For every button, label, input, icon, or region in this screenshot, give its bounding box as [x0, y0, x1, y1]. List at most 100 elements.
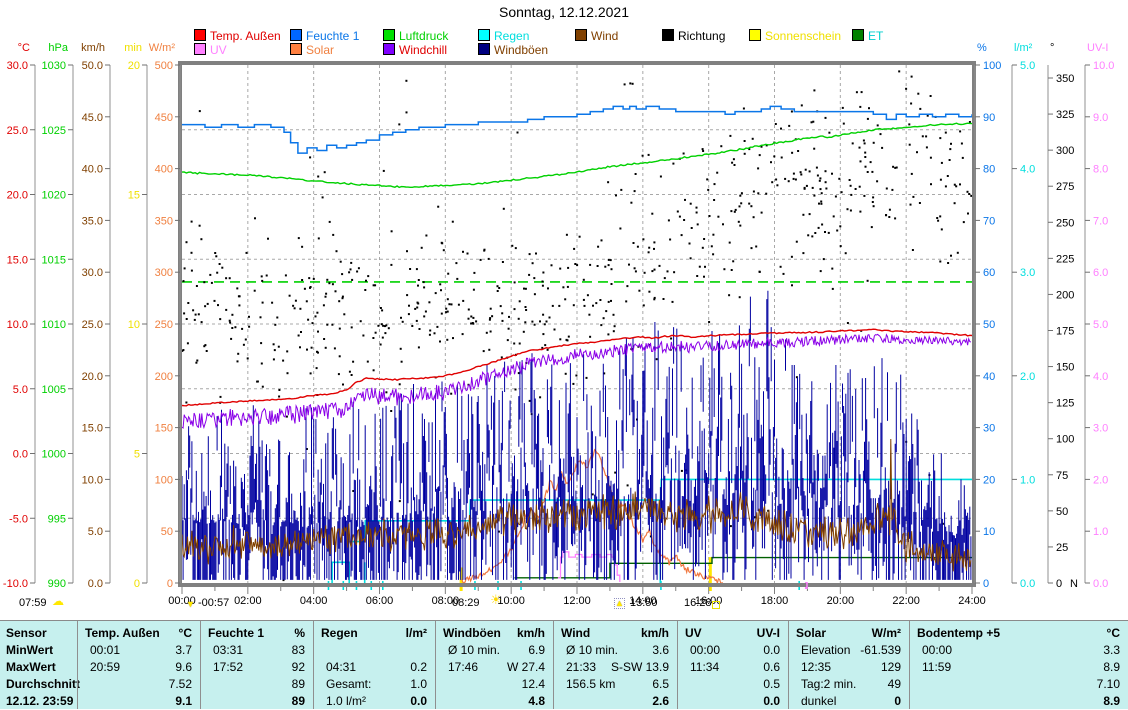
- moonrise-time: 13:50: [630, 597, 658, 609]
- svg-text:400: 400: [155, 164, 173, 176]
- table-col-windb-en: Windböenkm/hØ 10 min.6.917:46W 27.412.44…: [435, 621, 554, 709]
- svg-text:20: 20: [983, 474, 995, 486]
- svg-text:1025: 1025: [42, 125, 66, 137]
- svg-text:50.0: 50.0: [82, 60, 103, 72]
- svg-text:250: 250: [1056, 217, 1074, 229]
- table-col-uv: UVUV-I00:000.011:340.60.50.0: [677, 621, 789, 709]
- svg-text:-5.0: -5.0: [9, 513, 28, 525]
- col-header: Feuchte 1: [208, 626, 264, 640]
- col-unit: °C: [1107, 626, 1120, 640]
- cell-time: dunkel: [801, 694, 836, 708]
- cell-value: 8.9: [1103, 694, 1120, 708]
- svg-text:0: 0: [167, 578, 173, 590]
- svg-text:100: 100: [983, 60, 1001, 72]
- svg-text:30.0: 30.0: [7, 60, 28, 72]
- weather-chart-window: Sonntag, 12.12.2021 Temp. AußenFeuchte 1…: [0, 0, 1128, 710]
- svg-text:04:00: 04:00: [300, 595, 328, 607]
- col-unit: l/m²: [406, 626, 427, 640]
- svg-text:min: min: [124, 42, 142, 54]
- svg-text:1015: 1015: [42, 254, 66, 266]
- moonrise-yesterday-time: 07:59: [19, 597, 47, 609]
- cell-value: 49: [888, 677, 901, 691]
- svg-text:40.0: 40.0: [82, 164, 103, 176]
- col-header: Windböen: [443, 626, 501, 640]
- cell-value: 3.6: [652, 643, 669, 657]
- cell-value: 0.0: [763, 643, 780, 657]
- svg-text:18:00: 18:00: [761, 595, 789, 607]
- svg-text:10.0: 10.0: [1093, 60, 1114, 72]
- svg-text:200: 200: [1056, 289, 1074, 301]
- cell-value: 0.6: [763, 660, 780, 674]
- svg-text:995: 995: [48, 513, 66, 525]
- svg-text:25: 25: [1056, 542, 1068, 554]
- cell-value: 0.5: [763, 677, 780, 691]
- axis-left-min: 20151050min: [124, 42, 147, 590]
- svg-text:5.0: 5.0: [1020, 60, 1035, 72]
- svg-text:125: 125: [1056, 398, 1074, 410]
- axis-left-kmh: 50.045.040.035.030.025.020.015.010.05.00…: [81, 42, 110, 590]
- cell-time: 20:59: [90, 660, 120, 674]
- svg-text:30: 30: [983, 423, 995, 435]
- cell-time: 12:35: [801, 660, 831, 674]
- cell-time: Ø 10 min.: [566, 643, 618, 657]
- svg-text:300: 300: [1056, 145, 1074, 157]
- svg-text:22:00: 22:00: [892, 595, 920, 607]
- svg-text:300: 300: [155, 267, 173, 279]
- svg-text:4.0: 4.0: [1020, 164, 1035, 176]
- cell-value: 1.0: [410, 677, 427, 691]
- svg-text:45.0: 45.0: [82, 112, 103, 124]
- svg-text:km/h: km/h: [81, 42, 105, 54]
- cell-value: 9.6: [175, 660, 192, 674]
- axis-left-Wm: 500450400350300250200150100500W/m²: [149, 42, 180, 590]
- svg-text:°: °: [1050, 42, 1054, 54]
- svg-text:3.0: 3.0: [1020, 267, 1035, 279]
- table-col-regen: Regenl/m²04:310.2Gesamt:1.01.0 l/m²0.0: [313, 621, 436, 709]
- col-unit: km/h: [517, 626, 545, 640]
- cell-time: 00:00: [922, 643, 952, 657]
- svg-text:1.0: 1.0: [1020, 474, 1035, 486]
- col-header: UV: [685, 626, 702, 640]
- svg-text:1.0: 1.0: [1093, 526, 1108, 538]
- svg-text:hPa: hPa: [48, 42, 68, 54]
- row-label: Sensor: [6, 626, 47, 640]
- table-col-wind: Windkm/hØ 10 min.3.621:33S-SW 13.9156.5 …: [553, 621, 678, 709]
- cell-time: Tag:2 min.: [801, 677, 856, 691]
- row-label: 12.12. 23:59: [6, 694, 73, 708]
- col-unit: °C: [179, 626, 192, 640]
- svg-text:5.0: 5.0: [88, 526, 103, 538]
- svg-text:°C: °C: [18, 42, 30, 54]
- moonset-arrow-icon: ▼: [186, 599, 195, 609]
- svg-text:350: 350: [155, 215, 173, 227]
- cell-time: 03:31: [213, 643, 243, 657]
- svg-text:225: 225: [1056, 253, 1074, 265]
- col-header: Solar: [796, 626, 826, 640]
- svg-text:5.0: 5.0: [13, 384, 28, 396]
- svg-text:%: %: [977, 42, 987, 54]
- moonrise-arrow-icon: ▲: [614, 598, 625, 609]
- cell-value: 89: [292, 694, 305, 708]
- svg-text:250: 250: [155, 319, 173, 331]
- col-header: Bodentemp +5: [917, 626, 1000, 640]
- moonset-time: -00:57: [198, 597, 229, 609]
- svg-text:0.0: 0.0: [13, 449, 28, 461]
- cell-time: Gesamt:: [326, 677, 371, 691]
- cell-value: 3.3: [1103, 643, 1120, 657]
- cell-time: 17:52: [213, 660, 243, 674]
- cell-time: 21:33: [566, 660, 596, 674]
- cell-value: 2.6: [652, 694, 669, 708]
- svg-text:15.0: 15.0: [82, 423, 103, 435]
- svg-text:4.0: 4.0: [1093, 371, 1108, 383]
- svg-text:100: 100: [1056, 434, 1074, 446]
- svg-text:50: 50: [161, 526, 173, 538]
- svg-text:0: 0: [134, 578, 140, 590]
- cell-value: 7.52: [169, 677, 192, 691]
- cell-value: 6.5: [652, 677, 669, 691]
- cell-value: 89: [292, 677, 305, 691]
- svg-text:50: 50: [1056, 506, 1068, 518]
- cell-time: 17:46: [448, 660, 478, 674]
- svg-text:15: 15: [128, 190, 140, 202]
- svg-text:-10.0: -10.0: [3, 578, 28, 590]
- svg-text:50: 50: [983, 319, 995, 331]
- svg-text:0: 0: [1056, 578, 1062, 590]
- svg-text:200: 200: [155, 371, 173, 383]
